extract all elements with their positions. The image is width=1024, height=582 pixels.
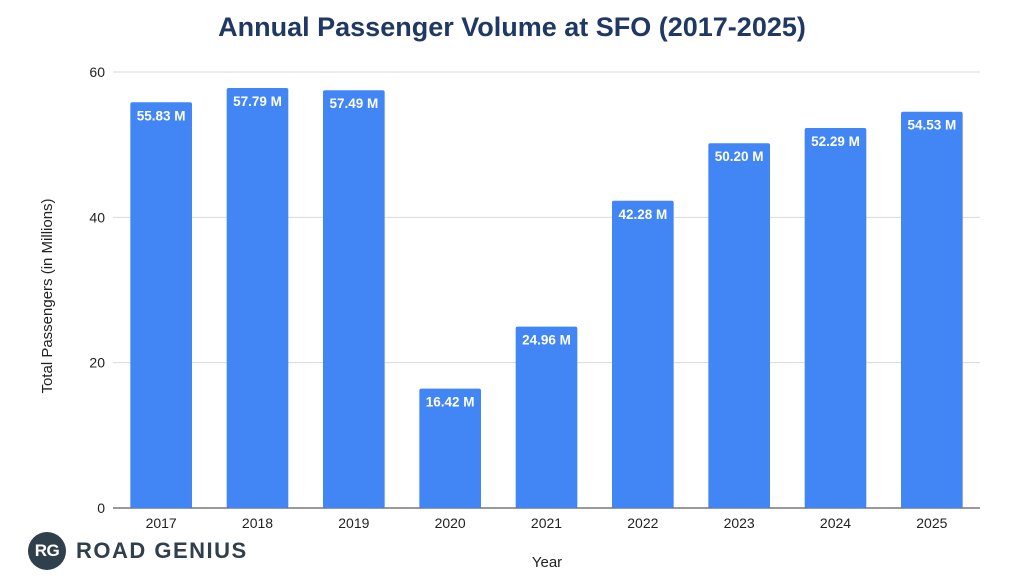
road-genius-logo: RG ROAD GENIUS xyxy=(28,532,248,570)
bars: 55.83 M 57.79 M 57.49 M 16.42 M 24.96 M 42.28… xyxy=(130,88,963,509)
y-tick-label: 0 xyxy=(97,500,105,516)
x-tick-label: 2021 xyxy=(531,515,562,531)
x-tick-label: 2024 xyxy=(820,515,851,531)
x-axis-label: Year xyxy=(532,554,562,571)
bar-2021 xyxy=(515,326,578,508)
x-tick-label: 2025 xyxy=(916,515,947,531)
bar-2024 xyxy=(804,128,867,508)
road-genius-badge-icon: RG xyxy=(28,532,66,570)
data-label-2025: 54.53 M xyxy=(907,118,956,133)
y-axis-ticks: 0 20 40 60 xyxy=(89,64,105,516)
x-tick-label: 2020 xyxy=(435,515,466,531)
data-label-2023: 50.20 M xyxy=(715,149,764,164)
data-label-2021: 24.96 M xyxy=(522,333,571,348)
x-tick-label: 2019 xyxy=(338,515,369,531)
bar-2023 xyxy=(708,143,770,509)
data-label-2024: 52.29 M xyxy=(811,134,860,149)
data-label-2017: 55.83 M xyxy=(137,108,186,123)
logo-badge-text: RG xyxy=(34,541,60,560)
data-label-2020: 16.42 M xyxy=(426,395,475,410)
x-tick-label: 2022 xyxy=(627,515,658,531)
bar-2017 xyxy=(130,102,192,508)
x-axis-ticks: 2017 2018 2019 2020 2021 2022 2023 2024 2025 xyxy=(146,515,948,531)
chart-title: Annual Passenger Volume at SFO (2017-202… xyxy=(218,12,806,42)
data-label-2019: 57.49 M xyxy=(329,96,378,111)
bar-2025 xyxy=(901,111,963,509)
logo-wordmark: ROAD GENIUS xyxy=(76,538,248,563)
data-label-2018: 57.79 M xyxy=(233,94,282,109)
y-tick-label: 20 xyxy=(89,355,105,371)
y-tick-label: 40 xyxy=(89,209,105,225)
bar-2022 xyxy=(612,200,674,509)
bar-2018 xyxy=(226,88,289,509)
data-label-2022: 42.28 M xyxy=(618,207,667,222)
x-tick-label: 2023 xyxy=(724,515,755,531)
y-tick-label: 60 xyxy=(89,64,105,80)
bar-2019 xyxy=(323,90,385,509)
x-tick-label: 2017 xyxy=(146,515,177,531)
x-tick-label: 2018 xyxy=(242,515,273,531)
bar-2020 xyxy=(419,388,481,508)
y-axis-label: Total Passengers (in Millions) xyxy=(39,198,56,393)
